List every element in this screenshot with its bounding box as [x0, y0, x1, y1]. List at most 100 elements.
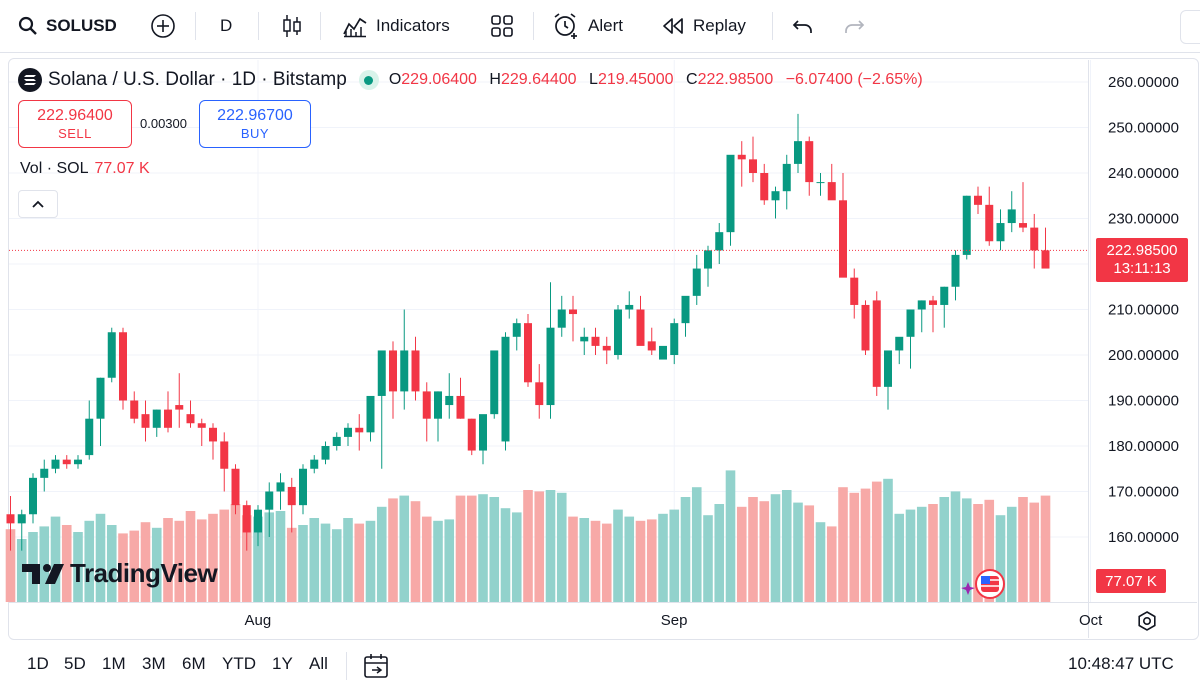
volume-bar — [950, 491, 961, 602]
volume-bar — [1006, 506, 1017, 602]
y-axis-tick-label: 240.00000 — [1108, 165, 1179, 182]
candle-body — [51, 459, 60, 469]
x-axis-label: Sep — [660, 612, 688, 629]
sell-button[interactable]: 222.96400 SELL — [18, 100, 132, 148]
volume-bar — [961, 498, 972, 602]
volume-bar — [253, 516, 263, 602]
range-3m-button[interactable]: 3M — [142, 654, 166, 673]
solana-logo-icon — [18, 68, 42, 92]
volume-bar — [196, 519, 207, 602]
fullscreen-button[interactable] — [1180, 10, 1200, 44]
buy-price: 222.96700 — [217, 107, 293, 124]
range-1y-button[interactable]: 1Y — [272, 654, 293, 673]
volume-bar — [511, 512, 522, 602]
volume-bar — [871, 481, 882, 602]
volume-bar — [545, 490, 556, 602]
volume-bar — [106, 525, 117, 602]
candle-body — [872, 300, 881, 387]
buy-button[interactable]: 222.96700 BUY — [199, 100, 311, 148]
goto-date-calendar-icon[interactable] — [363, 653, 391, 679]
candle-body — [647, 341, 656, 351]
volume-bar — [826, 526, 837, 602]
range-all-button[interactable]: All — [309, 654, 328, 673]
volume-bar — [658, 513, 668, 602]
tradingview-logo[interactable]: TradingView — [22, 558, 218, 589]
x-axis-label: Oct — [1079, 612, 1103, 629]
candle-body — [299, 468, 307, 506]
volume-bar — [736, 506, 747, 602]
candle-body — [366, 395, 375, 433]
undo-button[interactable] — [792, 0, 814, 52]
chart-settings-icon[interactable] — [1136, 610, 1158, 632]
volume-bar — [163, 518, 173, 602]
volume-bar — [230, 504, 241, 602]
candle-body — [816, 182, 825, 184]
range-6m-button[interactable]: 6M — [182, 654, 206, 673]
volume-bar — [725, 470, 736, 602]
candle-body — [377, 350, 386, 396]
candle-body — [186, 414, 195, 424]
volume-bar — [320, 523, 331, 602]
candle-body — [580, 336, 589, 342]
volume-label: Vol · SOL — [20, 160, 89, 177]
volume-bar — [883, 478, 893, 602]
series-legend: Solana / U.S. Dollar · 1D · Bitstamp O22… — [18, 66, 931, 94]
range-1d-button[interactable]: 1D — [27, 654, 49, 673]
volume-bar — [208, 513, 218, 602]
volume-bar — [703, 515, 713, 602]
economic-events-icon[interactable] — [960, 568, 1006, 602]
candle-body — [400, 350, 409, 392]
last-price-tag: 222.98500 13:11:13 — [1096, 238, 1188, 283]
candle-body — [614, 309, 622, 355]
close-value: 222.98500 — [697, 71, 774, 88]
layouts-button[interactable] — [490, 0, 514, 52]
redo-button[interactable] — [843, 0, 865, 52]
candle-body — [895, 336, 904, 351]
candle-body — [996, 223, 1005, 242]
range-1m-button[interactable]: 1M — [102, 654, 126, 673]
candle-body — [917, 300, 926, 310]
replay-button[interactable]: Replay — [661, 0, 746, 52]
volume-bar — [388, 498, 398, 602]
candle-body — [74, 459, 82, 465]
collapse-legend-button[interactable] — [18, 190, 58, 218]
volume-bar — [444, 519, 455, 602]
candle-body — [254, 509, 262, 533]
candle-body — [490, 350, 499, 415]
interval-button[interactable]: D — [220, 0, 232, 52]
volume-bar — [275, 511, 286, 602]
low-key: L — [589, 71, 598, 88]
alert-button[interactable]: Alert — [552, 0, 623, 52]
volume-bar — [309, 518, 320, 602]
compare-symbol-button[interactable] — [150, 0, 176, 52]
candle-body — [6, 514, 15, 524]
candle-body — [276, 482, 285, 492]
candle-body — [231, 468, 240, 506]
candle-body — [220, 441, 229, 469]
candle-body — [17, 514, 26, 524]
candle-body — [636, 309, 645, 346]
candle-body — [119, 332, 127, 401]
candle-body — [445, 395, 454, 406]
series-title[interactable]: Solana / U.S. Dollar · 1D · Bitstamp — [48, 69, 347, 90]
volume-bar — [241, 515, 252, 602]
candle-body — [861, 304, 870, 351]
candle-body — [985, 204, 994, 242]
candle-body — [1030, 227, 1039, 251]
chart-type-button[interactable] — [281, 0, 303, 52]
add-circle-icon — [151, 14, 175, 38]
indicators-button[interactable]: Indicators — [342, 0, 450, 52]
candle-body — [569, 309, 577, 315]
volume-bar — [669, 509, 680, 602]
range-5d-button[interactable]: 5D — [64, 654, 86, 673]
range-ytd-button[interactable]: YTD — [222, 654, 256, 673]
symbol-search-button[interactable]: SOLUSD — [18, 0, 117, 52]
volume-bar — [61, 525, 72, 602]
candle-body — [197, 423, 206, 428]
utc-clock[interactable]: 10:48:47 UTC — [1068, 654, 1174, 673]
candle-body — [411, 350, 420, 392]
volume-bar — [939, 497, 950, 602]
candle-body — [591, 336, 600, 346]
volume-legend[interactable]: Vol · SOL 77.07 K — [20, 160, 150, 178]
